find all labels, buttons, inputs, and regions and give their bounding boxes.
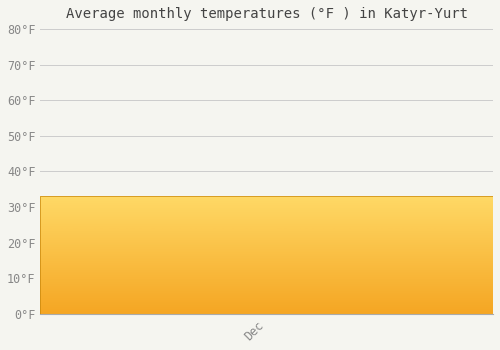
Title: Average monthly temperatures (°F ) in Katyr-Yurt: Average monthly temperatures (°F ) in Ka…	[66, 7, 468, 21]
Bar	[40, 196, 493, 314]
